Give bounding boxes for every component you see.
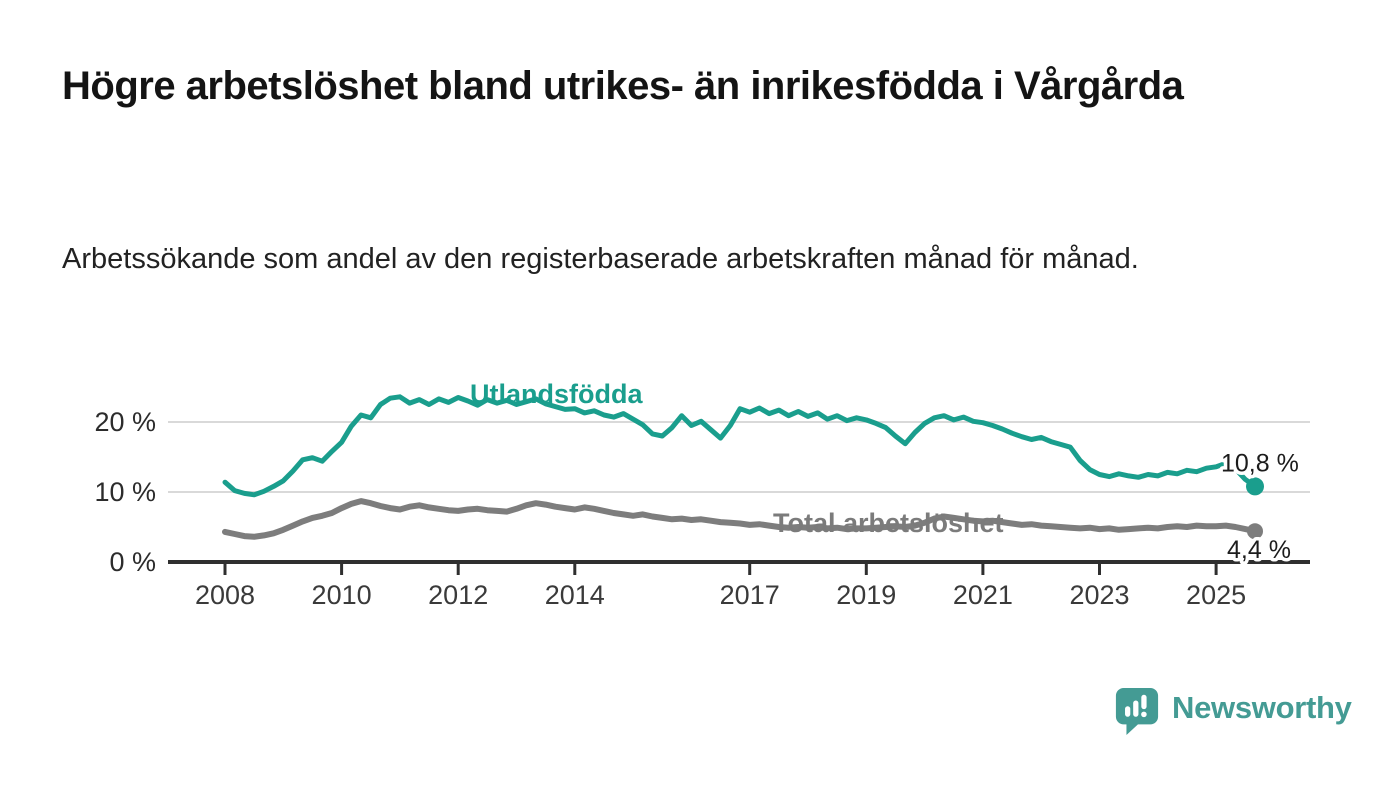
newsworthy-logo-text: Newsworthy <box>1172 690 1352 725</box>
series-label-utlandsfodda: Utlandsfödda <box>470 379 643 409</box>
x-axis-tick-label: 2021 <box>953 580 1013 610</box>
latest-value-label-utlandsfodda: 10,8 % <box>1221 449 1299 477</box>
y-axis-tick-label: 10 % <box>94 477 156 507</box>
series-line-total <box>222 498 1258 540</box>
x-axis-tick-label: 2008 <box>195 580 255 610</box>
newsworthy-logo: Newsworthy <box>1114 686 1352 736</box>
newsworthy-logo-icon <box>1115 688 1159 735</box>
latest-value-label-total: 4,4 % <box>1227 536 1291 564</box>
page-title: Högre arbetslöshet bland utrikes- än inr… <box>62 64 1184 108</box>
x-axis-tick-label: 2023 <box>1069 580 1129 610</box>
y-axis-tick-label: 20 % <box>94 407 156 437</box>
x-axis-tick-label: 2019 <box>836 580 896 610</box>
series-end-dot-total <box>1247 523 1263 540</box>
bar-short <box>1125 706 1131 717</box>
exclamation-dot <box>1141 711 1147 718</box>
page-subtitle: Arbetssökande som andel av den registerb… <box>62 243 1139 275</box>
y-axis-tick-label: 0 % <box>109 547 156 577</box>
series-line-utlandsfodda <box>222 394 1258 498</box>
bar-tall <box>1133 700 1139 717</box>
x-axis-tick-label: 2025 <box>1186 580 1246 610</box>
x-axis-tick-label: 2014 <box>545 580 605 610</box>
exclamation-bar <box>1141 694 1147 710</box>
x-axis-tick-label: 2012 <box>428 580 488 610</box>
series-label-total-arbetsloshet: Total arbetslöshet <box>773 508 1004 538</box>
series-end-dot-utlandsfodda <box>1246 477 1264 496</box>
x-axis-tick-label: 2017 <box>720 580 780 610</box>
x-axis-tick-label: 2010 <box>312 580 372 610</box>
